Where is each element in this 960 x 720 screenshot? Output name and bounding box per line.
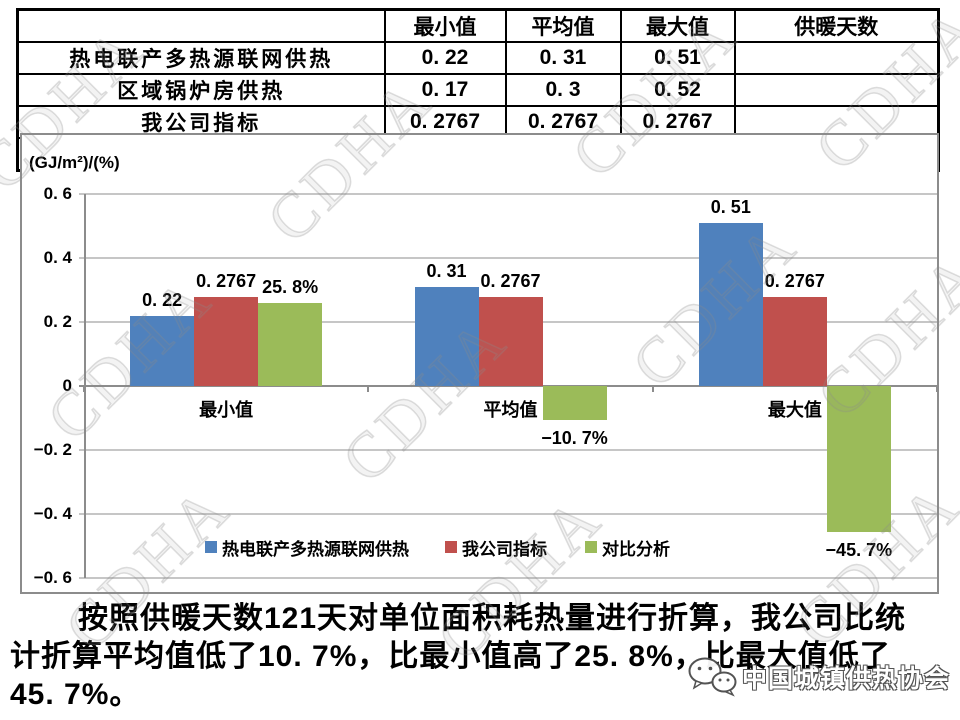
bar-value-label: 0. 51 — [710, 196, 751, 217]
row-label-cell: 区域锅炉房供热 — [16, 73, 386, 107]
bar-1-2 — [194, 297, 259, 386]
association-name: 中国城镇供热协会 — [742, 665, 951, 693]
bar-value-label: 0. 2767 — [480, 271, 541, 292]
table-corner-cell: ` — [16, 8, 386, 43]
summary-line: 45. 7%。 — [10, 678, 141, 711]
gridline — [84, 449, 937, 451]
y-tick-mark — [79, 257, 84, 259]
y-tick-mark — [79, 385, 84, 387]
y-tick-label: 0 — [62, 376, 72, 395]
table-column-header: 平均值 — [504, 8, 622, 43]
legend-swatch — [205, 541, 217, 553]
value-cell: 0. 17 — [383, 73, 507, 107]
bar-2-3 — [542, 386, 607, 421]
bar-chart: (GJ/m²)/(%) 0. 6 0. 4 0. 2 0 −0. 2 −0. 4 −0. 6… — [20, 133, 939, 594]
y-axis-line — [84, 194, 86, 578]
gridline — [84, 193, 937, 195]
bar-3-1 — [698, 222, 763, 386]
category-tick-mark — [936, 386, 938, 392]
bar-value-label: 25. 8% — [262, 277, 319, 298]
bar-value-label: 0. 2767 — [764, 271, 825, 292]
legend-label: 对比分析 — [602, 539, 670, 559]
category-tick-mark — [367, 386, 370, 392]
summary-paragraph: 按照供暖天数121天对单位面积耗热量进行折算，我公司比统 计折算平均值低了10.… — [10, 600, 954, 714]
table-column-header: 最大值 — [619, 8, 736, 43]
summary-line: 计折算平均值低了10. 7%，比最小值高了25. 8%，比最大值低了 — [10, 640, 891, 673]
bar-value-label: 0. 31 — [426, 260, 467, 281]
gridline — [84, 513, 937, 515]
table-column-header: 供暖天数 — [733, 8, 940, 43]
y-tick-mark — [79, 193, 84, 195]
category-tick-mark — [651, 386, 654, 392]
legend-item: 对比分析 — [585, 538, 670, 559]
category-tick-mark — [83, 386, 85, 392]
bar-3-2 — [762, 297, 827, 386]
legend-swatch — [445, 541, 457, 553]
gridline — [84, 577, 937, 579]
table-column-header: 最小值 — [383, 8, 507, 43]
value-cell — [733, 73, 940, 107]
value-cell: 0. 3 — [504, 73, 622, 107]
row-label-cell: 热电联产多热源联网供热 — [16, 41, 386, 75]
gridline — [84, 257, 937, 259]
table-row: 热电联产多热源联网供热 0. 22 0. 31 0. 51 — [16, 41, 940, 75]
bar-1-3 — [258, 303, 323, 386]
legend-label: 热电联产多热源联网供热 — [222, 539, 409, 559]
value-cell: 0. 51 — [619, 41, 736, 75]
bar-2-1 — [414, 286, 479, 386]
table-row: 区域锅炉房供热 0. 17 0. 3 0. 52 — [16, 73, 940, 107]
bar-value-label: 0. 22 — [142, 289, 183, 310]
bar-value-label: −10. 7% — [541, 428, 608, 449]
category-label: 平均值 — [483, 400, 538, 420]
y-tick-label: −0. 6 — [33, 568, 72, 587]
y-tick-label: 0. 4 — [43, 248, 72, 267]
bar-1-1 — [130, 315, 195, 386]
value-cell: 0. 22 — [383, 41, 507, 75]
table-header-row: ` 最小值 平均值 最大值 供暖天数 — [16, 8, 940, 43]
legend-label: 我公司指标 — [462, 539, 547, 559]
y-tick-label: −0. 2 — [33, 440, 72, 459]
legend-item: 热电联产多热源联网供热 — [205, 538, 409, 559]
zero-axis-line — [84, 385, 937, 387]
bar-value-label: −45. 7% — [825, 540, 893, 561]
legend-swatch — [585, 541, 597, 553]
category-label: 最大值 — [767, 400, 822, 420]
y-tick-label: 0. 2 — [43, 312, 72, 331]
legend-item: 我公司指标 — [445, 538, 547, 559]
association-logo: 中国城镇供热协会 — [686, 656, 950, 698]
y-tick-label: 0. 6 — [43, 184, 72, 203]
bar-2-2 — [478, 297, 543, 386]
wechat-bubbles-icon — [688, 657, 737, 697]
y-tick-mark — [79, 577, 84, 579]
value-cell: 0. 31 — [504, 41, 622, 75]
category-label: 最小值 — [199, 400, 254, 420]
value-cell — [733, 41, 940, 75]
bar-3-3 — [826, 386, 891, 533]
y-axis-title: (GJ/m²)/(%) — [29, 153, 120, 172]
summary-line: 按照供暖天数121天对单位面积耗热量进行折算，我公司比统 — [78, 602, 907, 635]
bar-value-label: 0. 2767 — [196, 271, 257, 292]
value-cell: 0. 52 — [619, 73, 736, 107]
y-tick-label: −0. 4 — [33, 504, 72, 523]
y-tick-mark — [79, 513, 84, 515]
y-tick-mark — [79, 321, 84, 323]
y-tick-mark — [79, 449, 84, 451]
